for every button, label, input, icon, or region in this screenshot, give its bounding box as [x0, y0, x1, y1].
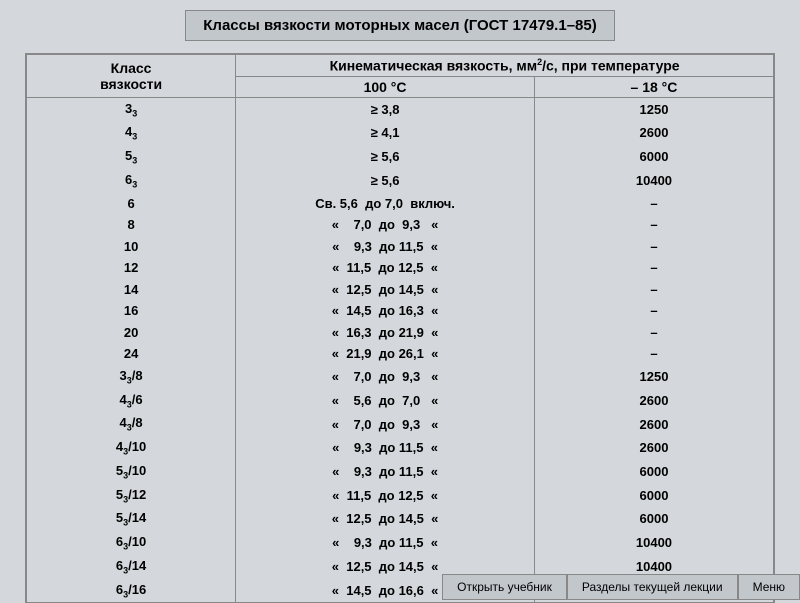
table-row: 6Св. 5,6 до 7,0 включ.– — [27, 193, 774, 215]
cell-100c: « 11,5 до 12,5 « — [236, 257, 535, 279]
cell-100c: « 9,3 до 11,5 « — [236, 460, 535, 484]
cell-minus18c: 1250 — [534, 97, 773, 121]
header-class: Класс вязкости — [27, 55, 236, 98]
cell-minus18c: – — [534, 257, 773, 279]
cell-class: 8 — [27, 214, 236, 236]
cell-minus18c: 2600 — [534, 436, 773, 460]
table-row: 53≥ 5,66000 — [27, 145, 774, 169]
cell-minus18c: 6000 — [534, 145, 773, 169]
cell-class: 63/10 — [27, 531, 236, 555]
cell-100c: Св. 5,6 до 7,0 включ. — [236, 193, 535, 215]
cell-minus18c: 6000 — [534, 507, 773, 531]
header-100c: 100 °С — [236, 76, 535, 97]
bottom-toolbar: Открыть учебник Разделы текущей лекции М… — [0, 574, 800, 600]
cell-class: 53/12 — [27, 484, 236, 508]
cell-minus18c: 2600 — [534, 389, 773, 413]
cell-100c: « 9,3 до 11,5 « — [236, 436, 535, 460]
cell-minus18c: – — [534, 236, 773, 258]
cell-class: 10 — [27, 236, 236, 258]
cell-100c: « 11,5 до 12,5 « — [236, 484, 535, 508]
cell-class: 53/14 — [27, 507, 236, 531]
lecture-sections-button[interactable]: Разделы текущей лекции — [567, 574, 738, 600]
cell-class: 43/6 — [27, 389, 236, 413]
cell-minus18c: 10400 — [534, 531, 773, 555]
cell-100c: ≥ 4,1 — [236, 121, 535, 145]
viscosity-table: Класс вязкости Кинематическая вязкость, … — [26, 54, 774, 602]
cell-class: 24 — [27, 343, 236, 365]
cell-class: 43/10 — [27, 436, 236, 460]
viscosity-table-container: Класс вязкости Кинематическая вязкость, … — [25, 53, 775, 603]
cell-100c: « 7,0 до 9,3 « — [236, 412, 535, 436]
table-row: 20« 16,3 до 21,9 «– — [27, 322, 774, 344]
page-title: Классы вязкости моторных масел (ГОСТ 174… — [185, 10, 615, 41]
cell-100c: « 7,0 до 9,3 « — [236, 365, 535, 389]
open-textbook-button[interactable]: Открыть учебник — [442, 574, 567, 600]
cell-class: 63 — [27, 169, 236, 193]
toolbar-spacer — [0, 574, 442, 600]
cell-class: 53 — [27, 145, 236, 169]
table-row: 43/8« 7,0 до 9,3 «2600 — [27, 412, 774, 436]
table-row: 63/10« 9,3 до 11,5 «10400 — [27, 531, 774, 555]
table-body: 33≥ 3,8125043≥ 4,1260053≥ 5,6600063≥ 5,6… — [27, 97, 774, 602]
menu-button[interactable]: Меню — [738, 574, 800, 600]
table-row: 43/6« 5,6 до 7,0 «2600 — [27, 389, 774, 413]
cell-minus18c: – — [534, 322, 773, 344]
cell-minus18c: 2600 — [534, 412, 773, 436]
header-minus18c: – 18 °С — [534, 76, 773, 97]
cell-100c: « 21,9 до 26,1 « — [236, 343, 535, 365]
cell-class: 33 — [27, 97, 236, 121]
table-row: 8« 7,0 до 9,3 «– — [27, 214, 774, 236]
table-row: 43/10« 9,3 до 11,5 «2600 — [27, 436, 774, 460]
cell-minus18c: 2600 — [534, 121, 773, 145]
table-row: 33≥ 3,81250 — [27, 97, 774, 121]
table-row: 53/14« 12,5 до 14,5 «6000 — [27, 507, 774, 531]
cell-class: 12 — [27, 257, 236, 279]
table-row: 14« 12,5 до 14,5 «– — [27, 279, 774, 301]
cell-class: 20 — [27, 322, 236, 344]
cell-class: 43/8 — [27, 412, 236, 436]
cell-100c: ≥ 3,8 — [236, 97, 535, 121]
table-row: 33/8« 7,0 до 9,3 «1250 — [27, 365, 774, 389]
table-row: 10« 9,3 до 11,5 «– — [27, 236, 774, 258]
header-class-line2: вязкости — [100, 76, 162, 92]
table-row: 16« 14,5 до 16,3 «– — [27, 300, 774, 322]
cell-minus18c: 6000 — [534, 460, 773, 484]
cell-100c: ≥ 5,6 — [236, 145, 535, 169]
cell-minus18c: 10400 — [534, 169, 773, 193]
cell-minus18c: 1250 — [534, 365, 773, 389]
cell-100c: « 12,5 до 14,5 « — [236, 279, 535, 301]
cell-class: 53/10 — [27, 460, 236, 484]
header-kinematic: Кинематическая вязкость, мм2/с, при темп… — [236, 55, 774, 77]
cell-minus18c: – — [534, 343, 773, 365]
cell-minus18c: – — [534, 279, 773, 301]
table-row: 53/12« 11,5 до 12,5 «6000 — [27, 484, 774, 508]
cell-100c: « 14,5 до 16,3 « — [236, 300, 535, 322]
cell-100c: « 16,3 до 21,9 « — [236, 322, 535, 344]
cell-100c: « 12,5 до 14,5 « — [236, 507, 535, 531]
cell-class: 6 — [27, 193, 236, 215]
cell-minus18c: – — [534, 193, 773, 215]
cell-100c: « 5,6 до 7,0 « — [236, 389, 535, 413]
cell-class: 33/8 — [27, 365, 236, 389]
table-row: 12« 11,5 до 12,5 «– — [27, 257, 774, 279]
cell-class: 43 — [27, 121, 236, 145]
cell-100c: ≥ 5,6 — [236, 169, 535, 193]
table-row: 24« 21,9 до 26,1 «– — [27, 343, 774, 365]
cell-100c: « 9,3 до 11,5 « — [236, 531, 535, 555]
cell-100c: « 7,0 до 9,3 « — [236, 214, 535, 236]
table-row: 63≥ 5,610400 — [27, 169, 774, 193]
cell-minus18c: – — [534, 214, 773, 236]
cell-class: 14 — [27, 279, 236, 301]
header-class-line1: Класс — [111, 60, 152, 76]
table-row: 43≥ 4,12600 — [27, 121, 774, 145]
table-row: 53/10« 9,3 до 11,5 «6000 — [27, 460, 774, 484]
cell-minus18c: – — [534, 300, 773, 322]
cell-100c: « 9,3 до 11,5 « — [236, 236, 535, 258]
cell-minus18c: 6000 — [534, 484, 773, 508]
cell-class: 16 — [27, 300, 236, 322]
